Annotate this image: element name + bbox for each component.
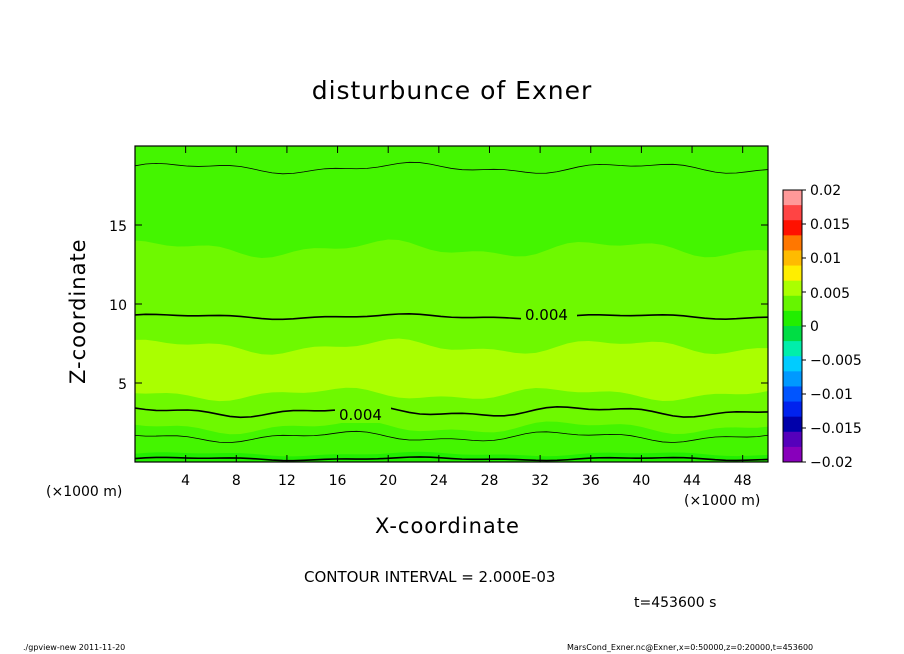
colorbar-tick-label: 0.02 (810, 183, 841, 199)
y-axis: 5 10 15 (109, 219, 768, 393)
colorbar-swatch (783, 250, 802, 267)
contour-0.002-top (135, 161, 768, 175)
colorbar-tick-label: −0.005 (810, 353, 862, 369)
x-axis: 4 8 12 16 20 24 28 32 36 40 44 48 (181, 146, 752, 489)
x-tick-label: 24 (430, 473, 448, 489)
x-tick-label: 44 (683, 473, 701, 489)
colorbar-swatch (783, 205, 802, 221)
colorbar-swatch (783, 446, 802, 463)
contour-lines (135, 161, 768, 462)
colorbar-swatch (783, 356, 802, 372)
colorbar-swatch (783, 265, 802, 282)
colorbar-swatch (783, 386, 802, 403)
colorbar-swatch (783, 190, 802, 206)
colorbar-tick-label: −0.02 (810, 455, 853, 471)
x-unit-label-left: (×1000 m) (46, 484, 123, 500)
x-tick-label: 16 (329, 473, 347, 489)
x-tick-label: 32 (531, 473, 549, 489)
colorbar (782, 189, 806, 463)
contour-label-upper: 0.004 (525, 306, 568, 324)
footer-program: ./gpview-new 2011-11-20 (23, 643, 126, 652)
x-tick-label: 48 (734, 473, 752, 489)
band-0.005-0.006 (135, 338, 768, 402)
x-unit-label-right: (×1000 m) (684, 493, 761, 509)
x-tick-label: 28 (481, 473, 499, 489)
y-tick-label: 5 (118, 377, 127, 393)
chart-title: disturbunce of Exner (311, 76, 593, 105)
colorbar-labels: 0.02 0.015 0.01 0.005 0 −0.005 −0.01 −0.… (810, 183, 862, 471)
colorbar-tick-label: 0.015 (810, 217, 850, 233)
band-0-0.002 (135, 451, 768, 462)
colorbar-swatch (783, 235, 802, 251)
footer-source: MarsCond_Exner.nc@Exner,x=0:50000,z=0:20… (567, 643, 814, 652)
x-axis-label: X-coordinate (375, 514, 520, 538)
colorbar-tick-label: 0 (810, 319, 819, 335)
contour-0.002-bottom (135, 430, 768, 443)
x-tick-label: 36 (582, 473, 600, 489)
colorbar-tick-label: −0.01 (810, 387, 853, 403)
x-tick-label: 12 (278, 473, 296, 489)
colorbar-swatch (783, 295, 802, 312)
heatmap-field (135, 146, 768, 462)
x-tick-label: 4 (181, 473, 190, 489)
contour-0-ground (135, 456, 768, 462)
x-tick-label: 8 (232, 473, 241, 489)
colorbar-swatch (783, 401, 802, 418)
colorbar-tick-label: −0.015 (810, 421, 862, 437)
colorbar-swatch (783, 341, 802, 357)
colorbar-swatch (783, 431, 802, 448)
y-tick-label: 15 (109, 219, 127, 235)
time-stamp: t=453600 s (634, 595, 717, 611)
colorbar-swatch (783, 280, 802, 297)
colorbar-swatch (783, 326, 802, 342)
y-axis-label: Z-coordinate (66, 238, 90, 384)
colorbar-tick-label: 0.01 (810, 251, 841, 267)
x-tick-label: 20 (379, 473, 397, 489)
contour-0.004-upper (135, 313, 768, 321)
x-tick-label: 40 (632, 473, 650, 489)
colorbar-swatch (783, 220, 802, 236)
contour-label-lower: 0.004 (339, 406, 382, 424)
colorbar-tick-label: 0.005 (810, 286, 850, 302)
colorbar-swatch (783, 371, 802, 387)
colorbar-swatch (783, 310, 802, 327)
colorbar-swatch (783, 416, 802, 433)
contour-interval: CONTOUR INTERVAL = 2.000E-03 (304, 568, 556, 586)
y-tick-label: 10 (109, 298, 127, 314)
contour-0.004-lower (135, 405, 768, 419)
